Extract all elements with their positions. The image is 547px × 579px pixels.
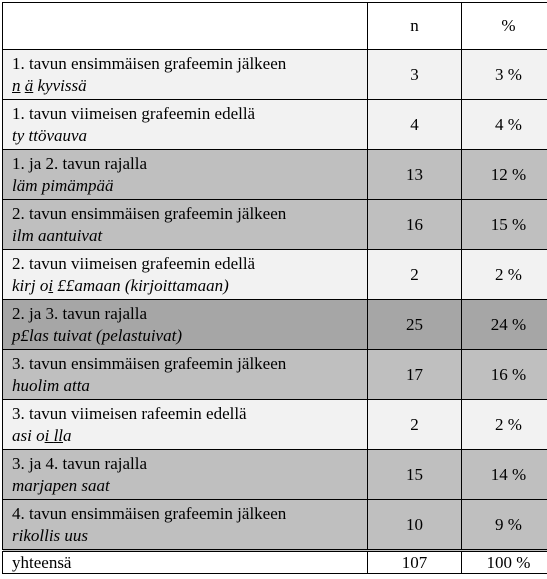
table-row: 4. tavun ensimmäisen grafeemin jälkeen r… [2,499,547,551]
table-row: 2. ja 3. tavun rajalla p£las tuivat (pel… [2,299,547,350]
row-example: läm pimämpää [12,175,114,195]
table-row: 3. tavun viimeisen rafeemin edellä asi o… [2,399,547,450]
row-label-cell: 2. ja 3. tavun rajalla p£las tuivat (pel… [2,299,368,350]
row-label-cell: 3. ja 4. tavun rajalla marjapen saat [2,449,368,500]
row-example: huolim atta [12,375,90,395]
row-percent-cell: 2 % [461,399,547,450]
row-percent-cell: 24 % [461,299,547,350]
row-n-cell: 13 [367,149,462,200]
table-row: 1. tavun viimeisen grafeemin edellä ty t… [2,99,547,150]
row-label-cell: 3. tavun ensimmäisen grafeemin jälkeen h… [2,349,368,400]
header-percent-cell: % [461,2,547,50]
row-n-cell: 10 [367,499,462,551]
row-example: ty ttövauva [12,125,88,145]
row-n-cell: 15 [367,449,462,500]
total-row: yhteensä 107 100 % [2,549,547,574]
row-example: rikollis uus [12,525,89,545]
table-row: 2. tavun viimeisen grafeemin edellä kirj… [2,249,547,300]
row-n-cell: 17 [367,349,462,400]
total-n-cell: 107 [367,549,462,574]
header-n-cell: n [367,2,462,50]
row-label-cell: 2. tavun ensimmäisen grafeemin jälkeen i… [2,199,368,250]
row-example: n ä kyvissä [12,75,87,95]
row-n-cell: 3 [367,49,462,100]
table-row: 2. tavun ensimmäisen grafeemin jälkeen i… [2,199,547,250]
row-label-cell: 1. tavun viimeisen grafeemin edellä ty t… [2,99,368,150]
row-percent-cell: 4 % [461,99,547,150]
header-row: n % [2,2,547,50]
row-example: ilm aantuivat [12,225,103,245]
row-label: 2. tavun viimeisen grafeemin edellä [12,253,256,273]
row-percent-cell: 9 % [461,499,547,551]
total-percent-cell: 100 % [461,549,547,574]
row-n-cell: 25 [367,299,462,350]
table-row: 1. tavun ensimmäisen grafeemin jälkeen n… [2,49,547,100]
row-n-cell: 16 [367,199,462,250]
total-label-cell: yhteensä [2,549,368,574]
row-label-cell: 1. tavun ensimmäisen grafeemin jälkeen n… [2,49,368,100]
table-row: 3. ja 4. tavun rajalla marjapen saat 15 … [2,449,547,500]
row-example: kirj oi ££amaan (kirjoittamaan) [12,275,229,295]
row-percent-cell: 12 % [461,149,547,200]
header-label-cell [2,2,368,50]
table-row: 1. ja 2. tavun rajalla läm pimämpää 13 1… [2,149,547,200]
row-label: 3. tavun viimeisen rafeemin edellä [12,403,247,423]
row-label: 4. tavun ensimmäisen grafeemin jälkeen [12,503,287,523]
row-percent-cell: 14 % [461,449,547,500]
row-n-cell: 2 [367,399,462,450]
row-label: 3. tavun ensimmäisen grafeemin jälkeen [12,353,287,373]
row-label-cell: 3. tavun viimeisen rafeemin edellä asi o… [2,399,368,450]
row-label: 1. tavun viimeisen grafeemin edellä [12,103,256,123]
row-label: 2. ja 3. tavun rajalla [12,303,148,323]
row-n-cell: 4 [367,99,462,150]
row-percent-cell: 2 % [461,249,547,300]
row-n-cell: 2 [367,249,462,300]
row-label: 1. ja 2. tavun rajalla [12,153,148,173]
row-percent-cell: 16 % [461,349,547,400]
row-label: 3. ja 4. tavun rajalla [12,453,148,473]
row-example: p£las tuivat (pelastuivat) [12,325,182,345]
row-label-cell: 4. tavun ensimmäisen grafeemin jälkeen r… [2,499,368,551]
row-label-cell: 1. ja 2. tavun rajalla läm pimämpää [2,149,368,200]
row-label-cell: 2. tavun viimeisen grafeemin edellä kirj… [2,249,368,300]
row-label: 1. tavun ensimmäisen grafeemin jälkeen [12,53,287,73]
row-example: marjapen saat [12,475,110,495]
row-label: 2. tavun ensimmäisen grafeemin jälkeen [12,203,287,223]
table-row: 3. tavun ensimmäisen grafeemin jälkeen h… [2,349,547,400]
row-percent-cell: 3 % [461,49,547,100]
row-example: asi oi lla [12,425,72,445]
row-percent-cell: 15 % [461,199,547,250]
